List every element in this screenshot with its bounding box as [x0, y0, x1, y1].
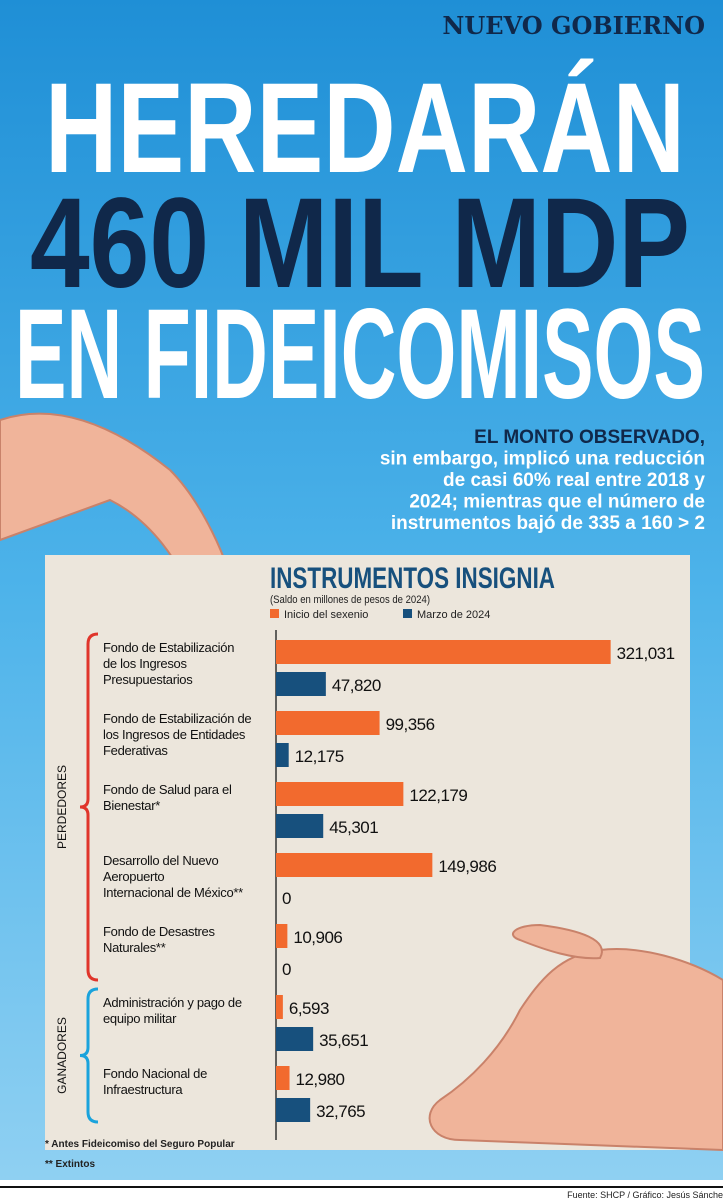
bar: [276, 1066, 290, 1090]
category-label: Internacional de México**: [103, 885, 243, 900]
legend-swatch: [270, 609, 279, 618]
value-label: 0: [282, 960, 291, 979]
legend-swatch: [403, 609, 412, 618]
value-label: 149,986: [438, 857, 496, 876]
footer-rule: [0, 1186, 723, 1188]
finger: [512, 923, 603, 960]
bar: [276, 924, 288, 948]
kicker: NUEVO GOBIERNO: [442, 11, 705, 40]
category-label: Administración y pago de: [103, 995, 242, 1010]
group-label: PERDEDORES: [55, 765, 69, 849]
value-label: 321,031: [617, 644, 675, 663]
value-label: 12,980: [296, 1070, 345, 1089]
bar: [276, 853, 433, 877]
category-label: Infraestructura: [103, 1082, 183, 1097]
group-bracket: [79, 987, 99, 1124]
category-label: Fondo de Estabilización de: [103, 711, 251, 726]
bar: [276, 640, 611, 664]
bar: [276, 743, 289, 767]
value-label: 122,179: [409, 786, 467, 805]
footnote: * Antes Fideicomiso del Seguro Popular: [45, 1139, 235, 1150]
chart-subtitle: (Saldo en millones de pesos de 2024): [270, 594, 430, 606]
title-line: EN FIDEICOMISOS: [15, 283, 705, 426]
value-label: 35,651: [319, 1031, 368, 1050]
bar: [276, 1027, 314, 1051]
bar: [276, 711, 380, 735]
value-label: 6,593: [289, 999, 329, 1018]
value-label: 12,175: [295, 747, 344, 766]
value-label: 32,765: [316, 1102, 365, 1121]
category-label: de los Ingresos: [103, 656, 187, 671]
category-label: Naturales**: [103, 940, 166, 955]
subtitle-line: 2024; mientras que el número de: [409, 492, 705, 513]
category-label: Fondo Nacional de: [103, 1066, 207, 1081]
subtitle-line: de casi 60% real entre 2018 y: [443, 470, 705, 491]
category-label: los Ingresos de Entidades: [103, 727, 246, 742]
group-bracket: [79, 632, 99, 982]
legend-label: Inicio del sexenio: [284, 609, 368, 621]
chart-title: INSTRUMENTOS INSIGNIA: [270, 562, 555, 595]
bar: [276, 1098, 311, 1122]
value-label: 10,906: [293, 928, 342, 947]
value-label: 47,820: [332, 676, 381, 695]
bar: [276, 995, 283, 1019]
subtitle-line: sin embargo, implicó una reducción: [380, 449, 705, 470]
hand-right: [428, 948, 723, 1152]
category-label: Aeropuerto: [103, 869, 164, 884]
category-label: Presupuestarios: [103, 672, 193, 687]
bar: [276, 814, 324, 838]
title-line: 460 MIL MDP: [30, 172, 690, 315]
bar: [276, 672, 326, 696]
category-label: Fondo de Salud para el: [103, 782, 232, 797]
category-label: Desarrollo del Nuevo: [103, 853, 218, 868]
legend-label: Marzo de 2024: [417, 609, 490, 621]
category-label: Federativas: [103, 743, 168, 758]
value-label: 0: [282, 889, 291, 908]
category-label: Bienestar*: [103, 798, 160, 813]
bar: [276, 782, 404, 806]
group-label: GANADORES: [55, 1017, 69, 1094]
value-label: 45,301: [329, 818, 378, 837]
category-label: Fondo de Estabilización: [103, 640, 234, 655]
subtitle-line: instrumentos bajó de 335 a 160 > 2: [391, 513, 705, 534]
title-line: HEREDARÁN: [45, 57, 685, 200]
footer-band: [0, 1180, 723, 1202]
footnote: ** Extintos: [45, 1159, 95, 1170]
subtitle-line: EL MONTO OBSERVADO,: [474, 427, 705, 448]
category-label: Fondo de Desastres: [103, 924, 215, 939]
source: Fuente: SHCP / Gráfico: Jesús Sánche: [567, 1190, 723, 1200]
value-label: 99,356: [386, 715, 435, 734]
category-label: equipo militar: [103, 1011, 177, 1026]
